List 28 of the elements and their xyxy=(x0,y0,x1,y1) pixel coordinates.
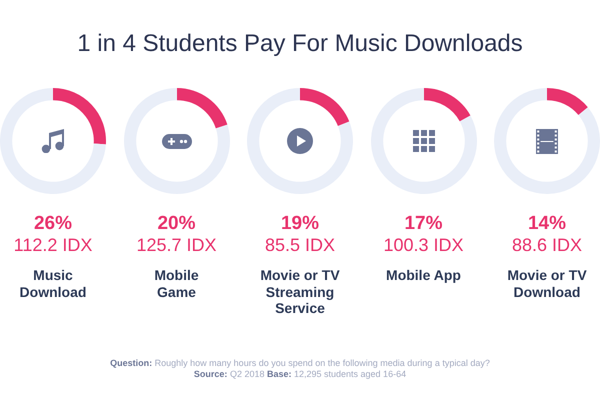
donut-slice xyxy=(247,88,353,194)
text: 17% xyxy=(403,213,444,234)
donut-slice xyxy=(53,88,106,144)
text: 85.5 IDX xyxy=(264,235,336,255)
text: Movie or TV Streaming Service xyxy=(259,267,341,316)
donut-slice xyxy=(176,88,227,128)
text: 88.6 IDX xyxy=(510,235,584,255)
text: Music Download xyxy=(18,267,88,300)
text: 125.7 IDX xyxy=(135,235,218,255)
text: 19% xyxy=(280,213,320,234)
text: 14% xyxy=(526,213,568,234)
text: 100.3 IDX xyxy=(382,235,465,255)
text: 26% xyxy=(32,213,74,234)
donut-slice xyxy=(370,88,476,194)
donut-slice xyxy=(494,88,600,194)
text: 1 in 4 Students Pay For Music Downloads xyxy=(76,29,524,59)
donut-slice xyxy=(547,88,588,115)
donut-slice xyxy=(424,88,470,122)
donut-slice xyxy=(0,88,106,194)
text: Mobile App xyxy=(385,267,462,284)
text: Question: Roughly how many hours do you spend on the following media during a typical day? xyxy=(109,358,491,369)
text: Mobile Game xyxy=(153,267,200,300)
text: 112.2 IDX xyxy=(12,235,94,255)
donut-slice xyxy=(124,88,230,194)
source-note: Source: Q2 2018 Base: 12,295 students aged 16-64 xyxy=(192,369,408,380)
donut-slice xyxy=(300,88,350,126)
text: 20% xyxy=(156,213,197,234)
text: Movie or TV Download xyxy=(506,267,588,300)
